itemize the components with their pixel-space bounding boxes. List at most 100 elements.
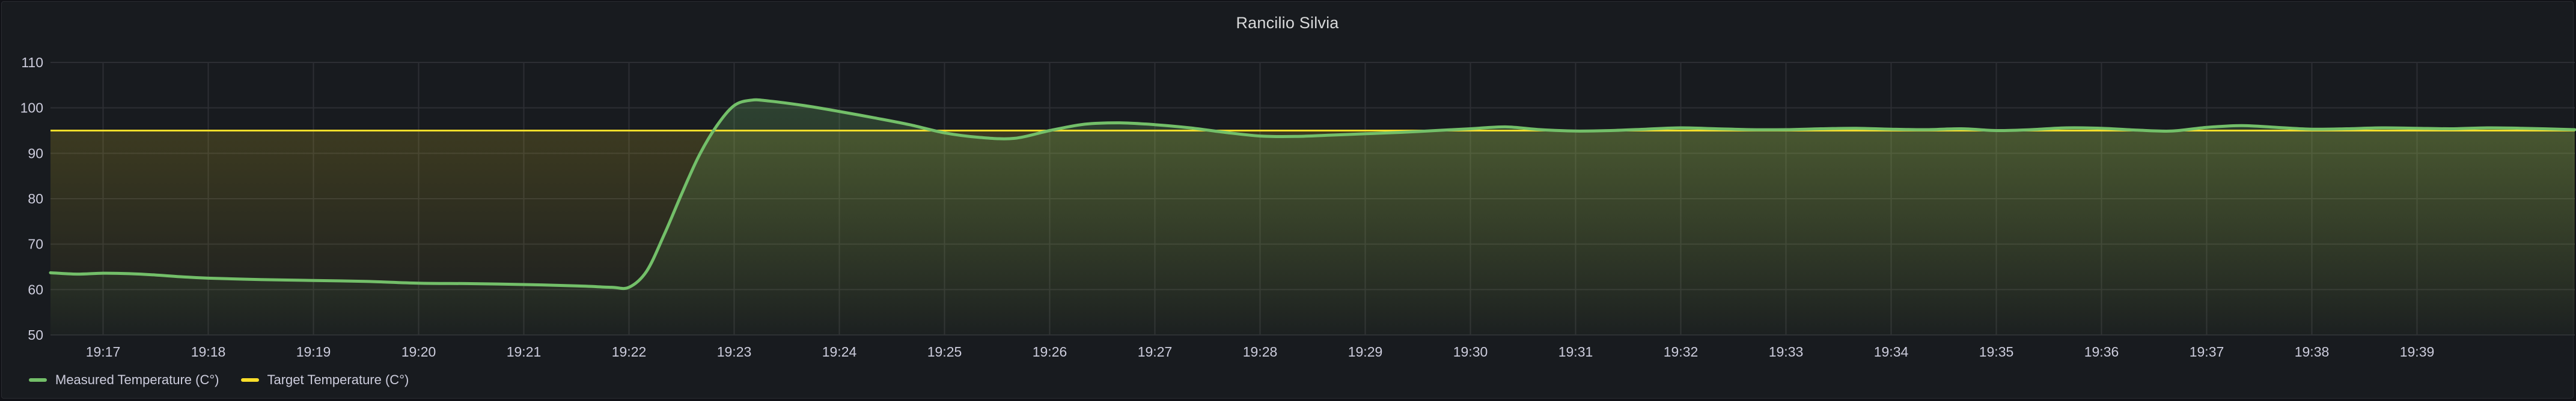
measured-point	[645, 270, 649, 273]
measured-point	[1399, 131, 1402, 134]
measured-point	[1083, 122, 1087, 126]
measured-point	[2310, 127, 2314, 131]
y-tick-label: 70	[28, 237, 43, 252]
measured-point	[2240, 124, 2244, 127]
measured-point	[1504, 125, 1507, 128]
measured-point	[2065, 126, 2068, 130]
measured-point	[1644, 127, 1647, 131]
measured-point	[838, 110, 841, 113]
measured-point	[1749, 128, 1753, 131]
x-axis-ticks: 19:17 19:18 19:19 19:20 19:21 19:22 19:23 19:24…	[86, 344, 2435, 360]
measured-point	[733, 104, 736, 107]
measured-point	[1293, 134, 1297, 138]
measured-point	[2030, 128, 2033, 131]
x-tick-label: 19:21	[507, 344, 542, 360]
measured-point	[180, 275, 184, 279]
x-tick-label: 19:32	[1664, 344, 1699, 360]
measured-point	[2345, 127, 2349, 131]
x-tick-label: 19:31	[1558, 344, 1593, 360]
measured-point	[1609, 129, 1613, 133]
measured-point	[609, 286, 613, 289]
measured-point	[1924, 128, 1928, 131]
legend: Measured Temperature (C°) Target Tempera…	[29, 372, 409, 388]
measured-point	[2416, 127, 2419, 130]
x-tick-label: 19:25	[927, 344, 962, 360]
measured-point	[364, 280, 368, 283]
measured-point	[715, 124, 718, 128]
x-tick-label: 19:36	[2084, 344, 2119, 360]
x-tick-label: 19:30	[1453, 344, 1488, 360]
measured-point	[680, 192, 683, 196]
legend-item-target[interactable]: Target Temperature (C°)	[241, 372, 409, 388]
x-tick-label: 19:23	[717, 344, 752, 360]
measured-point	[469, 282, 473, 286]
measured-point	[1223, 131, 1227, 134]
legend-swatch-target	[241, 378, 259, 382]
measured-point	[522, 283, 526, 286]
y-axis-ticks: 50 60 70 80 90 100 110	[20, 55, 43, 343]
measured-point	[1890, 127, 1893, 131]
measured-point	[49, 271, 52, 274]
x-tick-label: 19:33	[1769, 344, 1804, 360]
x-tick-label: 19:35	[1979, 344, 2014, 360]
y-tick-label: 90	[28, 145, 43, 161]
measured-point	[943, 131, 947, 134]
x-tick-label: 19:28	[1243, 344, 1278, 360]
x-tick-label: 19:19	[296, 344, 331, 360]
measured-point	[207, 276, 210, 280]
x-tick-label: 19:38	[2295, 344, 2330, 360]
measured-point	[102, 271, 105, 275]
measured-point	[802, 104, 806, 107]
measured-point	[873, 116, 876, 119]
x-tick-label: 19:18	[191, 344, 226, 360]
x-tick-label: 19:26	[1033, 344, 1067, 360]
legend-label-target: Target Temperature (C°)	[267, 372, 409, 388]
y-tick-label: 80	[28, 191, 43, 207]
measured-point	[2170, 129, 2173, 133]
legend-item-measured[interactable]: Measured Temperature (C°)	[29, 372, 219, 388]
measured-point	[1433, 129, 1437, 133]
x-tick-label: 19:29	[1348, 344, 1383, 360]
y-tick-label: 110	[21, 55, 43, 70]
measured-point	[1995, 129, 1998, 133]
measured-point	[1328, 133, 1332, 137]
x-tick-label: 19:27	[1138, 344, 1173, 360]
measured-point	[2205, 125, 2209, 129]
y-tick-label: 50	[28, 327, 43, 343]
measured-point	[908, 123, 911, 127]
x-tick-label: 19:34	[1874, 344, 1909, 360]
measured-point	[1714, 127, 1718, 131]
measured-point	[575, 284, 578, 288]
measured-point	[768, 99, 771, 103]
legend-swatch-measured	[29, 378, 47, 382]
measured-point	[1819, 127, 1823, 131]
y-tick-label: 100	[20, 100, 43, 116]
legend-label-measured: Measured Temperature (C°)	[55, 372, 219, 388]
measured-point	[627, 286, 631, 289]
measured-point	[1364, 132, 1367, 136]
x-tick-label: 19:20	[401, 344, 436, 360]
measured-point	[697, 154, 701, 157]
measured-point	[1048, 129, 1052, 133]
y-tick-label: 60	[28, 282, 43, 297]
measured-point	[1259, 134, 1262, 138]
measured-point	[127, 272, 131, 276]
measured-point	[2485, 126, 2489, 130]
measured-point	[1118, 121, 1122, 125]
measured-point	[1153, 123, 1157, 127]
measured-point	[662, 234, 666, 237]
x-tick-label: 19:22	[612, 344, 647, 360]
measured-point	[1188, 126, 1192, 130]
measured-point	[154, 273, 157, 277]
measured-point	[312, 279, 316, 282]
measured-point	[2521, 127, 2524, 130]
measured-point	[2135, 128, 2138, 132]
x-tick-label: 19:17	[86, 344, 121, 360]
measured-point	[1854, 127, 1858, 130]
measured-point	[1013, 136, 1016, 140]
measured-point	[2275, 125, 2278, 129]
measured-point	[2380, 126, 2384, 130]
measured-point	[1959, 127, 1963, 131]
measured-point	[1679, 126, 1683, 130]
